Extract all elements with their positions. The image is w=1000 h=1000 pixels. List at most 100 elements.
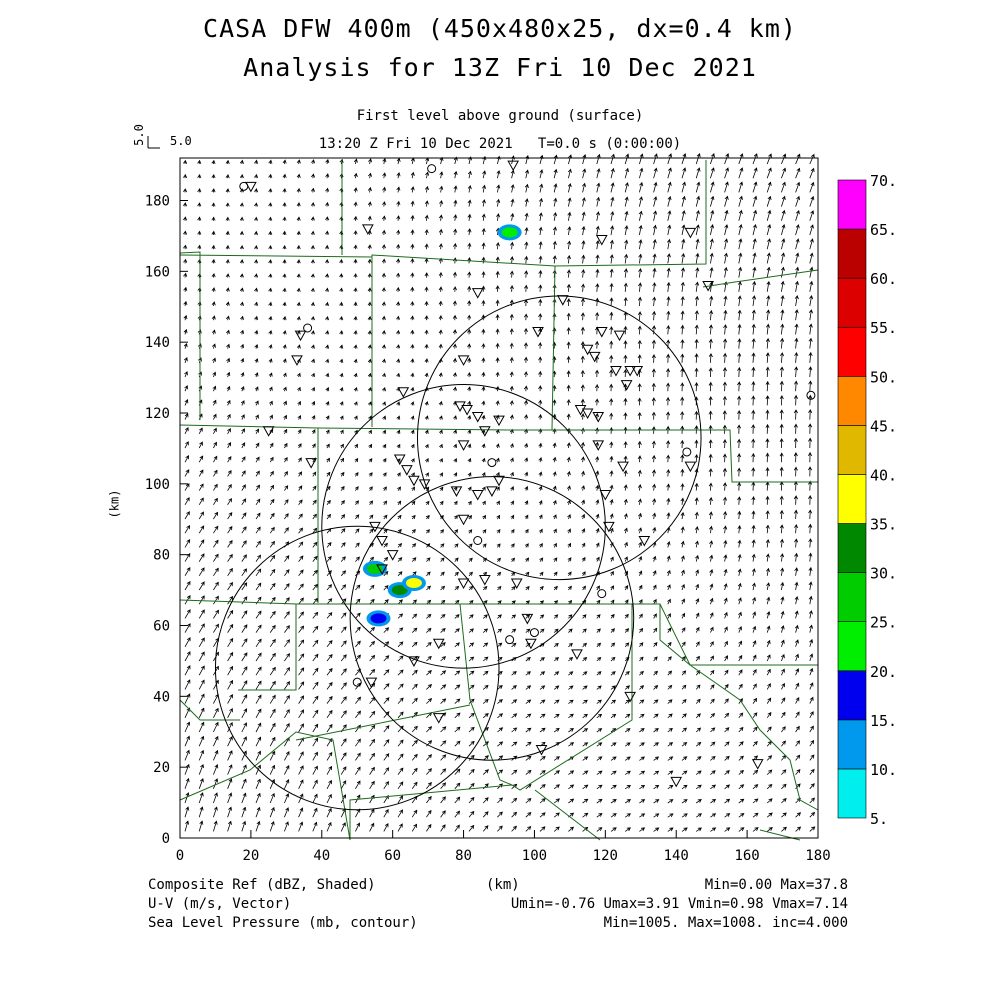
colorbar-label: 55. [870, 319, 897, 337]
station-triangle [457, 578, 470, 590]
station-triangle [291, 355, 303, 366]
station-triangle [454, 401, 466, 412]
station-triangle [471, 489, 484, 501]
station-triangle [588, 351, 601, 363]
x-axis-label: (km) [486, 877, 520, 893]
x-tick-label: 160 [734, 848, 759, 864]
station-triangle [393, 454, 406, 466]
station-triangle [624, 691, 636, 703]
colorbar-label: 25. [870, 614, 897, 632]
station-triangle [617, 461, 629, 473]
footer-reflectivity-range: Min=0.00 Max=37.8 [704, 877, 848, 893]
colorbar-swatch [837, 719, 867, 770]
x-tick-label: 20 [242, 848, 259, 864]
colorbar: 5. 10. 15. 20. 25. 30. 35. 40. 45. 50. 55. 60. 65. 70… [837, 172, 897, 828]
colorbar-label: 15. [870, 712, 897, 730]
station-triangle [408, 656, 420, 667]
colorbar-swatch [837, 474, 867, 524]
station-triangle [493, 475, 505, 487]
station-triangle [624, 366, 636, 377]
y-tick-label: 140 [145, 335, 170, 351]
colorbar-swatch [837, 228, 867, 279]
reflectivity-cell-core [391, 585, 408, 596]
colorbar-label: 5. [870, 810, 888, 828]
station-triangle [532, 327, 544, 338]
x-tick-label: 60 [384, 848, 401, 864]
y-tick-label: 60 [153, 619, 170, 635]
y-tick-label: 40 [153, 689, 170, 705]
station-triangle [684, 227, 697, 239]
plot-subtitle-time: Analysis for 13Z Fri 10 Dec 2021 [243, 53, 757, 82]
station-triangle [581, 408, 594, 420]
station-triangle [432, 713, 445, 724]
station-triangle [418, 479, 431, 490]
station-triangle [245, 181, 257, 193]
county-boundaries [179, 160, 819, 841]
station-triangle [365, 677, 378, 689]
colorbar-label: 35. [870, 516, 897, 534]
station-triangle [493, 415, 505, 427]
range-ring [214, 525, 500, 811]
station-triangle [599, 489, 612, 501]
colorbar-label: 20. [870, 663, 897, 681]
station-triangle [461, 404, 473, 416]
x-axis-ticks: 0 20 40 60 80 100 120 140 160 180 [176, 830, 831, 864]
colorbar-label: 60. [870, 270, 897, 288]
station-circle [239, 181, 249, 191]
station-triangle [595, 234, 608, 246]
station-triangle [376, 536, 388, 547]
footer-field-wind: U-V (m/s, Vector) [148, 896, 292, 912]
plot-title: CASA DFW 400m (450x480x25, dx=0.4 km) [203, 14, 797, 43]
x-tick-label: 80 [455, 848, 472, 864]
station-triangle [376, 564, 388, 575]
colorbar-swatch [837, 277, 867, 328]
station-triangle [571, 649, 583, 660]
reflectivity-cell-core [370, 613, 387, 624]
colorbar-swatch [837, 523, 867, 573]
colorbar-swatch [837, 326, 867, 377]
station-triangle [486, 486, 498, 497]
vector-reference-arrow [147, 136, 160, 149]
station-circle [487, 458, 497, 468]
station-triangle [751, 759, 764, 770]
x-tick-label: 100 [522, 848, 547, 864]
colorbar-swatch [837, 621, 867, 672]
colorbar-label: 70. [870, 172, 897, 190]
station-triangle [595, 327, 608, 338]
colorbar-label: 30. [870, 565, 897, 583]
y-tick-label: 20 [153, 760, 170, 776]
colorbar-label: 10. [870, 761, 897, 779]
x-tick-label: 0 [176, 848, 184, 864]
station-circle [682, 447, 692, 457]
station-triangle [362, 224, 374, 235]
station-triangle [510, 578, 523, 590]
y-axis-ticks: 0 20 40 60 80 100 120 140 160 180 [145, 194, 188, 847]
range-ring [349, 476, 635, 761]
station-triangle [305, 458, 317, 469]
footer-field-reflectivity: Composite Ref (dBZ, Shaded) [148, 877, 376, 893]
plot-frame [179, 157, 819, 839]
station-triangle [535, 744, 548, 756]
y-tick-label: 180 [145, 194, 170, 210]
station-triangle [471, 288, 484, 299]
colorbar-swatch [837, 768, 867, 819]
station-triangle [400, 465, 413, 476]
range-ring [321, 384, 606, 669]
x-tick-label: 120 [593, 848, 618, 864]
station-triangle [603, 521, 615, 533]
wind-vector-field [183, 152, 816, 832]
station-circle [473, 536, 483, 545]
station-triangle [610, 366, 622, 377]
station-triangle [471, 412, 484, 423]
radar-range-rings [214, 295, 702, 811]
y-tick-label: 0 [162, 831, 170, 847]
station-triangle [397, 387, 410, 398]
station-triangle [294, 330, 307, 342]
y-tick-label: 120 [145, 406, 170, 422]
station-circle [352, 677, 362, 687]
y-tick-label: 100 [145, 477, 170, 493]
footer-wind-range: Umin=-0.76 Umax=3.91 Vmin=0.98 Vmax=7.14 [510, 896, 848, 912]
x-tick-label: 40 [313, 848, 330, 864]
station-triangle [521, 613, 534, 625]
vector-reference-label: 5.0 [170, 134, 192, 148]
